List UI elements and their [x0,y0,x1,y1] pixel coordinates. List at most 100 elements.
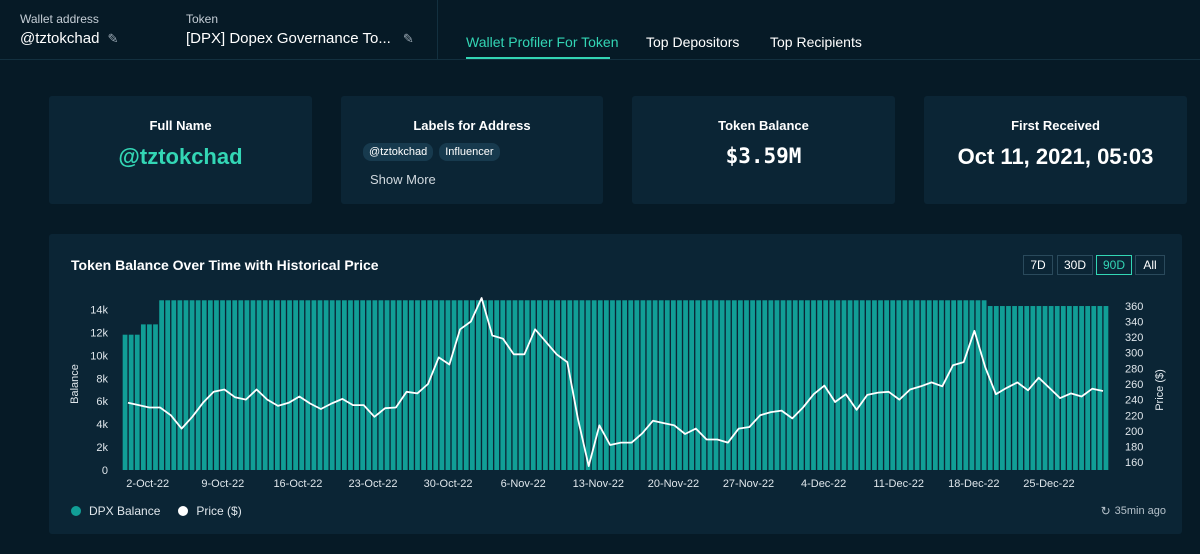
balance-bar [317,300,323,470]
balance-bar [433,300,439,470]
y2-tick-label: 300 [1125,348,1143,360]
balance-bar [963,300,969,470]
active-tab-indicator [466,57,610,59]
last-updated: ↻ 35min ago [1101,504,1166,518]
balance-bar [896,300,902,470]
balance-bar [201,300,207,470]
balance-bar [567,300,573,470]
balance-bar [183,300,189,470]
wallet-value[interactable]: @tztokchad ✎ [20,30,118,47]
balance-bar [689,300,695,470]
balance-bar [1024,306,1030,470]
balance-bar [591,300,597,470]
label-chips: @tztokchad Influencer [363,143,500,161]
x-tick-label: 9-Oct-22 [201,478,244,490]
balance-bar [1048,306,1054,470]
balance-bar [932,300,938,470]
wallet-address: @tztokchad [20,30,100,47]
show-more-link[interactable]: Show More [370,172,436,187]
balance-bar [792,300,798,470]
balance-bar [244,300,250,470]
y2-tick-label: 320 [1125,332,1143,344]
balance-bar [189,300,195,470]
balance-bar [1054,306,1060,470]
balance-bar [890,300,896,470]
y2-tick-label: 200 [1125,426,1143,438]
labels-card: Labels for Address @tztokchad Influencer… [341,96,603,204]
range-30d-button[interactable]: 30D [1057,255,1093,275]
balance-bar [134,334,140,470]
balance-bar [713,300,719,470]
balance-bar [207,300,213,470]
balance-bar [744,300,749,470]
balance-bar [957,300,963,470]
balance-bar [378,300,384,470]
balance-bar [488,300,493,470]
balance-bar [354,300,359,470]
balance-bar [372,300,378,470]
legend-price[interactable]: Price ($) [178,504,242,518]
tab-top-recipients[interactable]: Top Recipients [770,34,862,50]
y2-axis-label: Price ($) [1154,369,1166,411]
balance-bar [725,300,731,470]
legend-price-label: Price ($) [196,504,242,518]
balance-bar [195,300,201,470]
balance-bar [951,300,957,470]
label-chip[interactable]: Influencer [439,143,500,161]
balance-bar [366,300,372,470]
token-name: [DPX] Dopex Governance To... [186,30,391,47]
x-tick-label: 18-Dec-22 [948,478,999,490]
last-updated-text: 35min ago [1114,505,1166,517]
chart-panel: Token Balance Over Time with Historical … [49,234,1182,534]
balance-bar [427,300,433,470]
edit-pencil-icon[interactable]: ✎ [402,30,414,46]
balance-bar [232,300,238,470]
balance-bar [409,300,414,470]
y2-tick-label: 280 [1125,363,1143,375]
balance-bar [762,300,768,470]
balance-bar [616,300,621,470]
card-title: Full Name [149,118,212,133]
balance-bar [908,300,914,470]
balance-bar [835,300,841,470]
legend-balance[interactable]: DPX Balance [71,504,160,518]
y-tick-label: 6k [96,396,108,408]
balance-bar [695,300,701,470]
balance-bar [597,300,603,470]
balance-bar [579,300,585,470]
y-tick-label: 12k [90,327,108,339]
y2-tick-label: 260 [1125,379,1143,391]
balance-bar [543,300,548,470]
card-title: First Received [1011,118,1100,133]
tab-top-depositors[interactable]: Top Depositors [646,34,740,50]
balance-bar [171,300,177,470]
balance-bar [512,300,518,470]
balance-bar [829,300,835,470]
balance-bar [847,300,853,470]
y2-tick-label: 180 [1125,442,1143,454]
balance-bar [469,300,475,470]
balance-bar [476,300,481,470]
y2-tick-label: 240 [1125,395,1143,407]
balance-bar [683,300,688,470]
tab-wallet-profiler[interactable]: Wallet Profiler For Token [466,34,619,50]
balance-bar [1030,306,1036,470]
balance-bar [268,300,274,470]
balance-bar [750,300,755,470]
balance-bar [561,300,567,470]
range-7d-button[interactable]: 7D [1023,255,1053,275]
balance-bar [262,300,268,470]
balance-bar [256,300,262,470]
token-value[interactable]: [DPX] Dopex Governance To... ✎ [186,30,414,47]
balance-bar [701,300,707,470]
label-chip[interactable]: @tztokchad [363,143,434,161]
range-all-button[interactable]: All [1135,255,1165,275]
edit-pencil-icon[interactable]: ✎ [107,30,119,46]
balance-bar [926,300,932,470]
balance-bar [402,300,408,470]
balance-bar [622,300,628,470]
balance-bar [853,300,859,470]
range-90d-button[interactable]: 90D [1096,255,1132,275]
balance-bar [1042,306,1048,470]
balance-bar [798,300,804,470]
